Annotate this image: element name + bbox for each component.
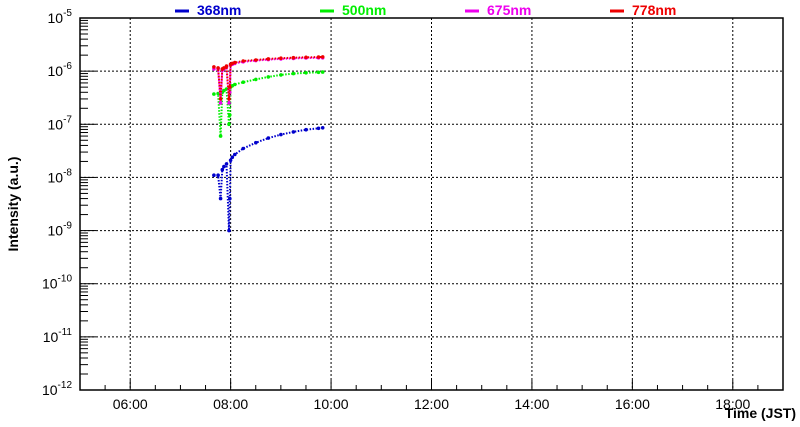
legend-label: 368nm	[197, 2, 241, 18]
data-point	[304, 55, 308, 60]
y-tick-base: 10	[43, 329, 59, 345]
y-tick-exponent: -12	[58, 380, 73, 391]
data-point	[304, 127, 308, 132]
y-tick-base: 10	[48, 223, 64, 239]
data-point	[279, 132, 283, 137]
y-tick-label: 10-8	[48, 167, 73, 185]
data-point	[218, 97, 223, 101]
data-point	[233, 82, 237, 87]
grid	[80, 18, 783, 390]
x-tick-label: 18:00	[715, 396, 750, 412]
data-point	[266, 75, 271, 79]
data-point	[266, 57, 271, 61]
y-tick-exponent: -10	[58, 274, 73, 285]
data-point	[228, 85, 232, 89]
data-point	[218, 134, 223, 138]
data-point	[230, 155, 235, 159]
x-tick-labels: 06:00 08:00 10:00 12:00 14:00 16:00 18:00	[113, 396, 751, 412]
y-tick-exponent: -5	[63, 8, 72, 19]
data-point	[254, 58, 258, 62]
y-tick-base: 10	[42, 276, 58, 292]
y-tick-label: 10-9	[48, 221, 73, 239]
data-point	[227, 97, 231, 101]
data-point	[227, 101, 231, 105]
x-tick-label: 08:00	[213, 396, 248, 412]
data-point	[241, 146, 245, 151]
data-point	[218, 101, 223, 105]
data-point	[212, 92, 216, 96]
data-point	[316, 126, 321, 131]
data-point	[224, 64, 229, 68]
data-point	[291, 71, 296, 76]
data-point	[224, 162, 229, 166]
series-778nm	[212, 55, 325, 101]
data-point	[241, 59, 245, 63]
data-point	[320, 126, 325, 130]
data-point	[212, 173, 216, 177]
y-tick-label: 10-12	[42, 380, 72, 398]
y-tick-base: 10	[48, 169, 64, 185]
y-tick-exponent: -6	[63, 61, 72, 72]
data-point	[254, 140, 258, 145]
data-point	[220, 167, 225, 172]
y-tick-exponent: -11	[58, 327, 72, 338]
data-point	[216, 173, 220, 177]
data-point	[254, 77, 258, 82]
data-point	[228, 158, 233, 163]
data-point	[291, 55, 296, 60]
y-tick-base: 10	[48, 116, 64, 132]
x-tick-label: 12:00	[414, 396, 449, 412]
y-tick-label: 10-11	[43, 327, 73, 345]
data-point	[241, 80, 245, 84]
data-point	[212, 65, 216, 69]
x-tick-label: 10:00	[314, 396, 349, 412]
series-368nm	[212, 126, 325, 233]
y-tick-label: 10-6	[48, 61, 73, 79]
legend-label: 675nm	[487, 2, 531, 18]
series-500nm	[212, 70, 325, 138]
data-point	[222, 164, 226, 169]
data-point	[216, 66, 220, 70]
y-tick-exponent: -8	[63, 167, 72, 178]
data-point	[279, 73, 283, 77]
data-point	[304, 71, 308, 75]
y-tick-base: 10	[42, 382, 58, 398]
x-tick-label: 06:00	[113, 396, 148, 412]
data-point	[228, 113, 232, 117]
data-point	[320, 70, 325, 74]
y-tick-exponent: -7	[63, 114, 72, 125]
y-tick-base: 10	[48, 10, 64, 26]
data-point	[316, 70, 321, 75]
data-point	[218, 196, 223, 201]
y-tick-label: 10-10	[42, 274, 72, 292]
data-point	[228, 196, 232, 201]
data-point	[222, 88, 226, 93]
y-tick-label: 10-7	[48, 114, 73, 132]
data-point	[233, 152, 237, 157]
x-axis-title: Time (JST)	[725, 405, 796, 421]
data-point	[227, 228, 231, 233]
data-point	[279, 56, 283, 60]
data-point	[320, 55, 325, 59]
y-axis-title: Intensity (a.u.)	[5, 157, 21, 252]
data-point	[233, 60, 237, 65]
x-tick-label: 14:00	[514, 396, 549, 412]
y-tick-exponent: -9	[63, 221, 72, 232]
data-point	[316, 55, 321, 59]
data-point	[222, 66, 226, 70]
series-layer	[212, 55, 325, 233]
data-point	[227, 122, 231, 127]
y-tick-label: 10-5	[48, 8, 73, 26]
data-point	[266, 136, 271, 140]
ticks	[80, 17, 759, 391]
legend-label: 500nm	[342, 2, 386, 18]
legend-label: 778nm	[632, 2, 676, 18]
x-tick-label: 16:00	[615, 396, 650, 412]
y-tick-base: 10	[48, 63, 64, 79]
legend: 368nm 500nm 675nm 778nm	[175, 2, 676, 18]
data-point	[291, 130, 296, 134]
